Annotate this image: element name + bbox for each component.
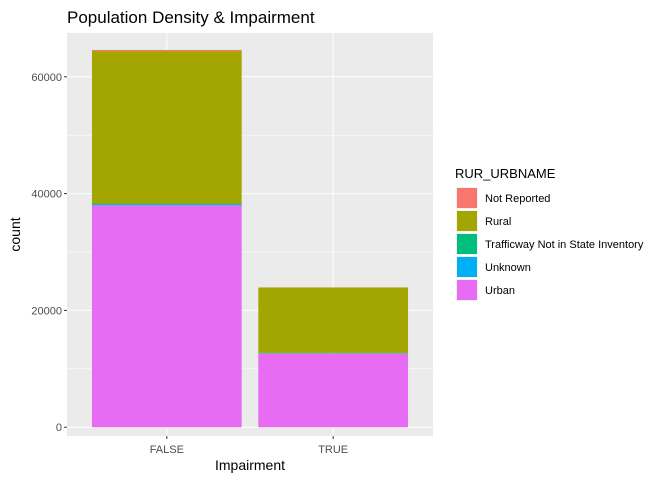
bar-segment-urban-true [258,353,409,428]
bar-segment-unknown-false [91,204,242,206]
legend-label-not-reported: Not Reported [485,193,550,205]
legend-label-trafficway-not-in-state-inventory: Trafficway Not in State Inventory [485,239,644,251]
legend-swatch-rural [457,211,477,231]
bars [91,49,409,428]
legend-title: RUR_URBNAME [455,166,556,181]
x-tick-label: TRUE [318,444,348,456]
bar-segment-trafficway-not-in-state-inventory-false [91,203,242,205]
legend-swatch-urban [457,280,477,300]
bar-segment-urban-false [91,205,242,428]
legend-swatch-not-reported [457,188,477,208]
y-tick-label: 0 [56,422,62,434]
y-axis-title: count [7,217,23,251]
bar-segment-rural-true [258,287,409,353]
legend-swatch-trafficway-not-in-state-inventory [457,234,477,254]
legend-label-rural: Rural [485,216,511,228]
legend-label-unknown: Unknown [485,262,531,274]
x-axis-title: Impairment [215,457,285,473]
legend-swatch-unknown [457,257,477,277]
y-tick-label: 20000 [31,305,62,317]
bar-segment-rural-false [91,51,242,204]
legend: RUR_URBNAME Not Reported Rural Trafficway … [455,166,644,301]
x-axis: FALSE TRUE [150,436,348,456]
legend-label-urban: Urban [485,285,515,297]
chart-title: Population Density & Impairment [67,8,315,27]
y-tick-label: 40000 [31,189,62,201]
bar-segment-not-reported-false [91,49,242,52]
y-axis: 0 20000 40000 60000 [31,72,67,434]
x-tick-label: FALSE [150,444,184,456]
y-tick-label: 60000 [31,72,62,84]
